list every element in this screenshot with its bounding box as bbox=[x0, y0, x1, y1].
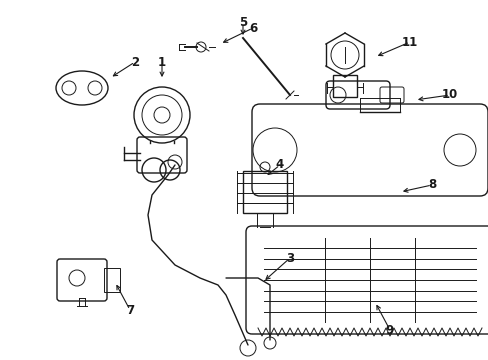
Text: 4: 4 bbox=[275, 158, 284, 171]
Bar bbox=[243, 171, 286, 213]
Bar bbox=[332, 75, 356, 97]
Text: 10: 10 bbox=[441, 89, 457, 102]
Text: 3: 3 bbox=[285, 252, 293, 265]
Text: 8: 8 bbox=[427, 179, 435, 192]
Text: 9: 9 bbox=[385, 324, 393, 337]
Text: 11: 11 bbox=[401, 36, 417, 49]
Text: 2: 2 bbox=[131, 55, 139, 68]
Text: 6: 6 bbox=[248, 22, 257, 35]
Bar bbox=[104, 268, 120, 292]
Text: 1: 1 bbox=[158, 55, 166, 68]
Text: 5: 5 bbox=[238, 15, 246, 28]
Text: 7: 7 bbox=[126, 303, 134, 316]
